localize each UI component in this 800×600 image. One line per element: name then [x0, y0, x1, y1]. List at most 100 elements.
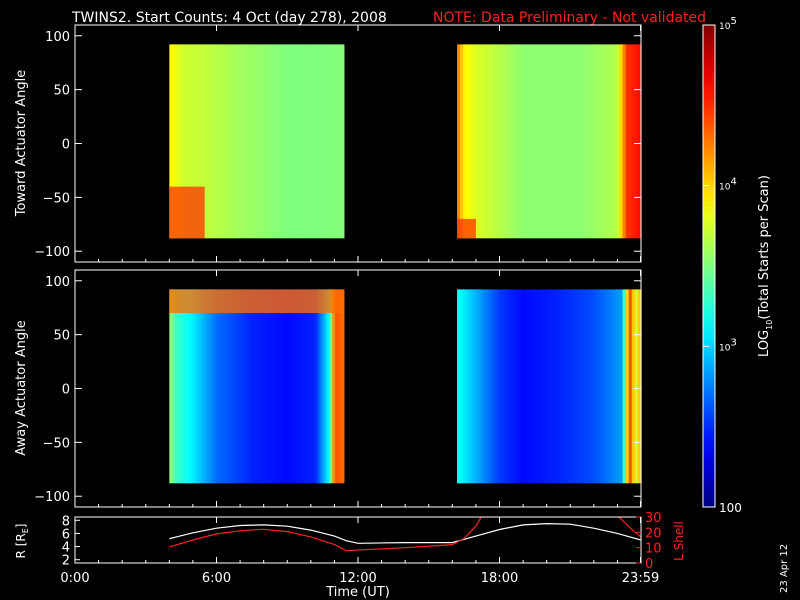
heatmap-column: [496, 44, 501, 239]
heatmap-column: [610, 289, 615, 484]
heatmap-column: [637, 289, 642, 484]
heatmap-column: [262, 44, 266, 239]
heatmap-column: [265, 44, 269, 239]
heatmap-column: [570, 44, 575, 239]
heatmap-column: [230, 44, 234, 239]
heatmap-column: [180, 44, 185, 239]
heatmap-column: [564, 44, 569, 239]
heatmap-column: [536, 44, 541, 239]
heatmap-column: [175, 44, 179, 239]
heatmap-column: [545, 44, 550, 239]
heatmap-column: [527, 44, 532, 239]
heatmap-column: [285, 289, 290, 484]
heatmap-column: [288, 289, 293, 484]
y-tick-label: 50: [53, 329, 70, 344]
heatmap-column: [503, 289, 507, 484]
r-label-sub: E: [21, 528, 30, 533]
panel-away: 100 50 0 −50 −100 Away Actuator Angle: [14, 269, 642, 508]
heatmap-column: [317, 44, 322, 239]
heatmap-column: [244, 44, 249, 239]
heatmap-column: [487, 44, 492, 239]
heatmap-column: [558, 44, 562, 239]
heatmap-column: [619, 44, 624, 239]
heatmap-column: [204, 44, 208, 239]
heatmap-toward-cells: [169, 44, 642, 239]
heatmap-column: [555, 44, 559, 239]
heatmap-column: [308, 289, 313, 484]
heatmap-column: [545, 289, 550, 484]
r-series-line: [169, 522, 641, 544]
heatmap-column: [227, 44, 232, 239]
y-tick-label: −100: [34, 245, 70, 260]
y-tick-label: −50: [43, 436, 70, 451]
heatmap-column: [527, 289, 532, 484]
heatmap-column: [332, 289, 336, 484]
heatmap-column: [279, 44, 284, 239]
heatmap-column: [326, 44, 330, 239]
heatmap-column: [521, 44, 526, 239]
heatmap-column: [198, 289, 202, 484]
heatmap-column: [224, 289, 229, 484]
heatmap-column: [457, 289, 461, 484]
heatmap-column: [320, 44, 325, 239]
heatmap-column: [634, 44, 639, 239]
heatmap-column: [460, 44, 464, 239]
heatmap-column: [533, 44, 538, 239]
heatmap-column: [244, 289, 249, 484]
l-shell-tick-label: 10: [645, 542, 662, 557]
heatmap-column: [481, 44, 486, 239]
x-tick-label: 18:00: [481, 571, 518, 586]
figure-title: TWINS2. Start Counts: 4 Oct (day 278), 2…: [71, 10, 387, 26]
heatmap-column: [493, 44, 498, 239]
heatmap-patch: [169, 186, 205, 239]
heatmap-column: [233, 289, 237, 484]
heatmap-column: [582, 289, 587, 484]
r-tick-label: 6: [62, 527, 70, 542]
heatmap-column: [536, 289, 541, 484]
heatmap-column: [463, 44, 467, 239]
heatmap-column: [576, 289, 581, 484]
heatmap-column: [268, 289, 272, 484]
heatmap-column: [496, 289, 501, 484]
preliminary-note: NOTE: Data Preliminary - Not validated: [433, 10, 706, 26]
y-tick-label: −50: [43, 191, 70, 206]
heatmap-column: [475, 44, 480, 239]
heatmap-column: [539, 44, 544, 239]
heatmap-column: [628, 44, 633, 239]
heatmap-column: [274, 289, 278, 484]
y-tick-label: 50: [53, 84, 70, 99]
side-date: 23 Apr 12: [779, 544, 790, 593]
y-tick-label: 0: [62, 383, 70, 398]
heatmap-column: [294, 44, 298, 239]
heatmap-column: [320, 289, 325, 484]
x-tick-label: 6:00: [202, 571, 231, 586]
heatmap-column: [591, 289, 596, 484]
heatmap-column: [250, 44, 255, 239]
heatmap-column: [561, 289, 565, 484]
heatmap-column: [242, 289, 246, 484]
heatmap-column: [212, 44, 217, 239]
time-axis-label: Time (UT): [325, 585, 390, 600]
heatmap-column: [340, 44, 345, 239]
heatmap-column: [242, 44, 246, 239]
heatmap-column: [276, 289, 281, 484]
colorbar-bar: [703, 25, 715, 507]
heatmap-column: [247, 289, 252, 484]
heatmap-column: [282, 44, 287, 239]
heatmap-column: [588, 289, 593, 484]
heatmap-column: [294, 289, 298, 484]
heatmap-column: [314, 289, 319, 484]
heatmap-column: [207, 289, 211, 484]
heatmap-column: [218, 44, 223, 239]
heatmap-column: [515, 289, 519, 484]
heatmap-column: [472, 289, 477, 484]
heatmap-column: [239, 44, 243, 239]
heatmap-column: [622, 44, 627, 239]
heatmap-column: [509, 289, 513, 484]
heatmap-column: [183, 44, 188, 239]
heatmap-column: [579, 44, 584, 239]
colorbar-tick-label: 103: [719, 337, 737, 353]
heatmap-column: [555, 289, 559, 484]
heatmap-away-cells: [169, 289, 642, 484]
heatmap-column: [591, 44, 596, 239]
